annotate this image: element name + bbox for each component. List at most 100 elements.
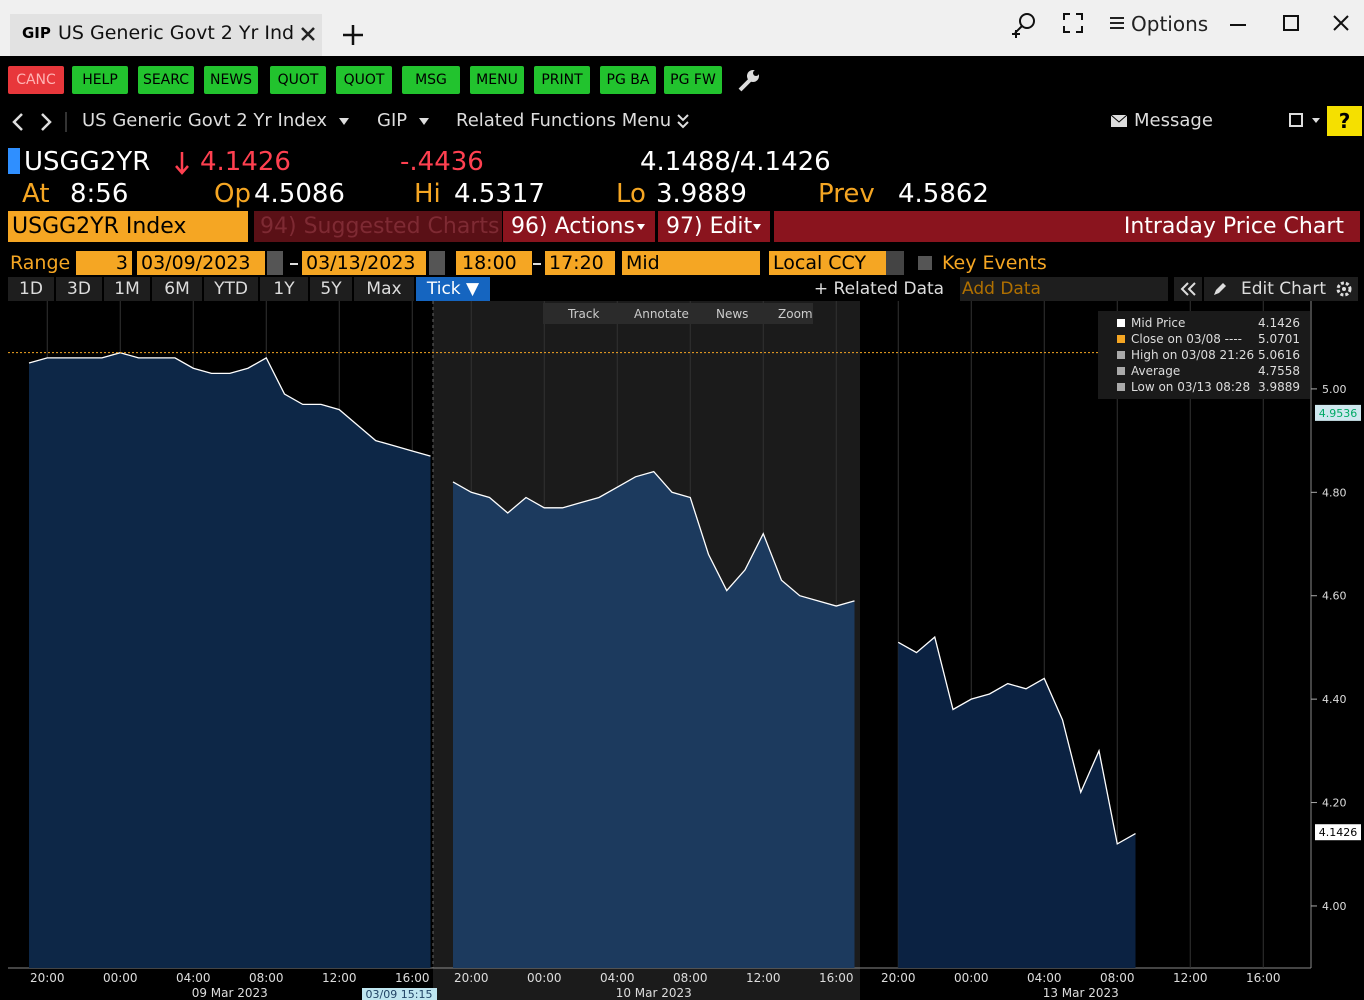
period-button[interactable]: Max xyxy=(354,277,414,301)
checkbox[interactable] xyxy=(918,256,932,270)
toolbar-button[interactable]: HELP xyxy=(72,66,128,94)
legend-swatch xyxy=(1117,383,1125,391)
toolbar-button[interactable]: MENU xyxy=(470,66,524,94)
end-date[interactable]: 03/13/2023 xyxy=(302,251,426,275)
legend-name: Low on 03/13 08:28 xyxy=(1131,380,1250,394)
dropdown[interactable] xyxy=(418,117,430,127)
price-marker-label: 4.9536 xyxy=(1319,407,1358,420)
toolbar-button[interactable]: PG FW xyxy=(664,66,722,94)
toolbar-button[interactable]: QUOT xyxy=(270,66,326,94)
legend-value: 4.7558 xyxy=(1258,364,1300,378)
prev-label: Prev xyxy=(818,179,875,209)
legend-swatch xyxy=(1117,351,1125,359)
export-icon[interactable] xyxy=(1288,112,1322,130)
cursor-label: 03/09 15:15 xyxy=(366,988,433,1000)
y-tick-label: 4.00 xyxy=(1322,900,1347,913)
nav-arrows[interactable] xyxy=(8,110,68,134)
toolbar-button[interactable]: PG BA xyxy=(600,66,656,94)
toolbar-button[interactable]: MSG xyxy=(402,66,460,94)
actions[interactable]: 96) Actions xyxy=(503,211,655,242)
price-marker-label: 4.1426 xyxy=(1319,826,1358,839)
message-icon[interactable] xyxy=(1110,113,1128,129)
range-n[interactable]: 3 xyxy=(76,251,132,275)
end-time[interactable]: 17:20 xyxy=(545,251,615,275)
dropdown[interactable] xyxy=(636,223,646,231)
toolbar-button[interactable]: QUOT xyxy=(336,66,392,94)
suggested-charts[interactable]: 94) Suggested Charts xyxy=(254,211,502,242)
currency[interactable]: Local CCY xyxy=(769,251,887,275)
x-tick-label: 12:00 xyxy=(322,971,357,985)
message[interactable]: Message xyxy=(1134,110,1213,131)
x-tick-label: 20:00 xyxy=(30,971,65,985)
related-data[interactable]: + Related Data xyxy=(812,277,946,301)
toolbar-button[interactable]: SEARC xyxy=(138,66,194,94)
related-functions[interactable]: Related Functions Menu xyxy=(456,110,672,131)
dropdown[interactable] xyxy=(752,223,762,231)
x-tick-label: 08:00 xyxy=(249,971,284,985)
key-events[interactable]: Key Events xyxy=(942,252,1047,274)
at-label: At xyxy=(22,179,50,209)
add-data[interactable]: Add Data xyxy=(960,277,1168,301)
dropdown[interactable] xyxy=(338,117,350,127)
period-button[interactable]: 1M xyxy=(104,277,150,301)
settings[interactable] xyxy=(1330,277,1358,301)
period-button[interactable]: 1Y xyxy=(260,277,308,301)
toolbar-button[interactable]: CANC xyxy=(8,66,64,94)
window-controls[interactable] xyxy=(1228,14,1358,36)
chevrons[interactable] xyxy=(676,113,690,129)
x-tick-label: 20:00 xyxy=(881,971,916,985)
edit[interactable]: 97) Edit xyxy=(658,211,770,242)
chart-tool[interactable]: Zoom xyxy=(778,307,813,321)
legend-value: 3.9889 xyxy=(1258,380,1300,394)
settings-icon[interactable] xyxy=(736,68,762,94)
x-tick-label: 04:00 xyxy=(176,971,211,985)
search-icon[interactable] xyxy=(1010,10,1040,40)
new-tab[interactable] xyxy=(340,22,366,48)
field-box[interactable]: USGG2YR Index xyxy=(8,211,248,242)
start-time[interactable]: 18:00 xyxy=(456,251,532,275)
toolbar-button[interactable]: PRINT xyxy=(534,66,590,94)
legend-swatch xyxy=(1117,335,1125,343)
help-button[interactable]: ? xyxy=(1327,106,1362,136)
chart-tool[interactable]: Track xyxy=(567,307,599,321)
legend-value: 4.1426 xyxy=(1258,316,1300,330)
calendar-icon[interactable] xyxy=(429,251,445,275)
cursor-label-bg xyxy=(362,988,437,1000)
tab[interactable] xyxy=(10,14,322,56)
period-button[interactable]: 3D xyxy=(56,277,102,301)
period-button[interactable]: 1D xyxy=(8,277,54,301)
line xyxy=(452,470,855,607)
last-price: 4.1426 xyxy=(200,147,291,177)
tab-icon: GIP xyxy=(22,24,51,42)
options[interactable]: Options xyxy=(1131,12,1209,36)
chart-tool[interactable]: Annotate xyxy=(634,307,689,321)
price-field[interactable]: Mid xyxy=(622,251,760,275)
period-button[interactable]: YTD xyxy=(204,277,258,301)
options-icon[interactable] xyxy=(1108,14,1126,32)
period-button[interactable]: Tick ▼ xyxy=(416,277,490,301)
expand-icon[interactable] xyxy=(1062,12,1084,34)
security[interactable]: US Generic Govt 2 Yr Index xyxy=(82,110,328,131)
tab-title: US Generic Govt 2 Yr Inde xyxy=(58,22,294,44)
currency-dropdown[interactable] xyxy=(886,251,904,275)
function[interactable]: GIP xyxy=(377,110,408,131)
x-tick-label: 12:00 xyxy=(746,971,781,985)
y-tick-label: 4.80 xyxy=(1322,486,1347,499)
x-tick-label: 00:00 xyxy=(527,971,562,985)
ticker: USGG2YR xyxy=(24,147,151,177)
collapse[interactable] xyxy=(1174,277,1202,301)
chart-tool[interactable]: News xyxy=(716,307,748,321)
price-marker xyxy=(1315,404,1361,421)
tab-close[interactable] xyxy=(298,24,318,44)
edit-chart[interactable]: Edit Chart xyxy=(1204,277,1330,301)
toolbar-button[interactable]: NEWS xyxy=(204,66,258,94)
legend-value: 5.0701 xyxy=(1258,332,1300,346)
high-label: Hi xyxy=(414,179,441,209)
open-label: Op xyxy=(214,179,251,209)
period-button[interactable]: 6M xyxy=(152,277,202,301)
start-date[interactable]: 03/09/2023 xyxy=(137,251,265,275)
range-dash xyxy=(290,263,298,265)
period-button[interactable]: 5Y xyxy=(310,277,352,301)
calendar-icon[interactable] xyxy=(267,251,283,275)
legend-name: Mid Price xyxy=(1131,316,1185,330)
